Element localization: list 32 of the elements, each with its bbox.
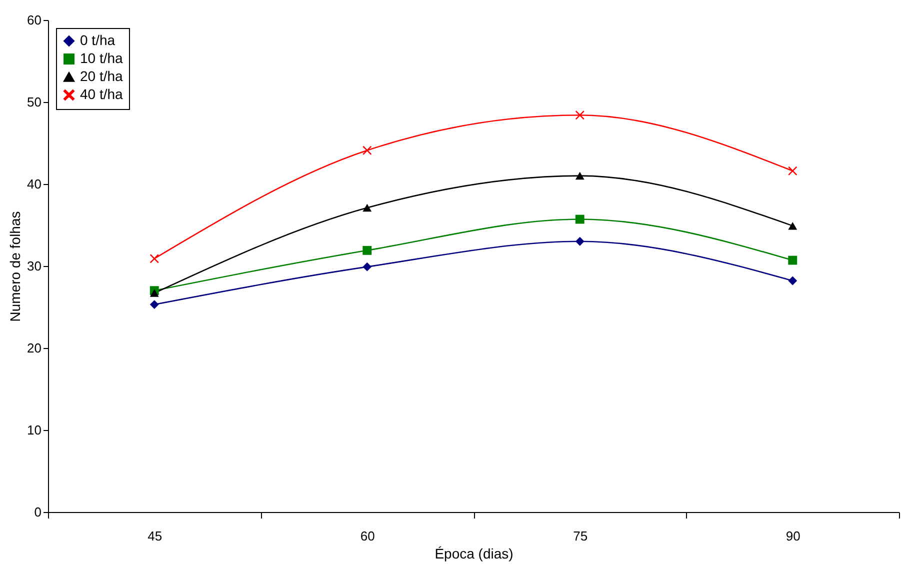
point: [150, 254, 159, 264]
point: [575, 110, 584, 120]
y-tick-label: 40: [27, 176, 42, 192]
x-axis-title: Época (dias): [434, 546, 514, 562]
point: [788, 166, 798, 176]
point: [362, 146, 372, 155]
x-tick-label: 90: [786, 528, 800, 544]
point: [362, 262, 372, 272]
point: [788, 256, 798, 265]
y-tick-label: 60: [27, 12, 42, 28]
legend-label: 0 t/ha: [80, 32, 116, 48]
point: [150, 289, 159, 297]
x-tick-label: 60: [360, 528, 375, 544]
point: [575, 214, 584, 224]
legend-label: 20 t/ha: [80, 68, 124, 84]
y-tick-label: 50: [27, 94, 42, 110]
y-tick-label: 0: [34, 504, 42, 520]
y-tick-label: 30: [27, 258, 42, 274]
x-tick-label: 45: [148, 528, 162, 544]
point: [788, 276, 798, 286]
point: [575, 236, 584, 246]
legend-label: 10 t/ha: [80, 50, 124, 66]
y-axis-title: Numero de folhas: [7, 211, 24, 322]
point: [150, 300, 159, 310]
legend-label: 40 t/ha: [80, 86, 124, 102]
point: [362, 246, 372, 255]
y-tick-label: 10: [27, 422, 42, 438]
point: [788, 222, 798, 230]
y-tick-label: 20: [27, 340, 42, 356]
point: [575, 172, 584, 180]
x-tick-label: 75: [573, 528, 588, 544]
point: [362, 204, 372, 212]
